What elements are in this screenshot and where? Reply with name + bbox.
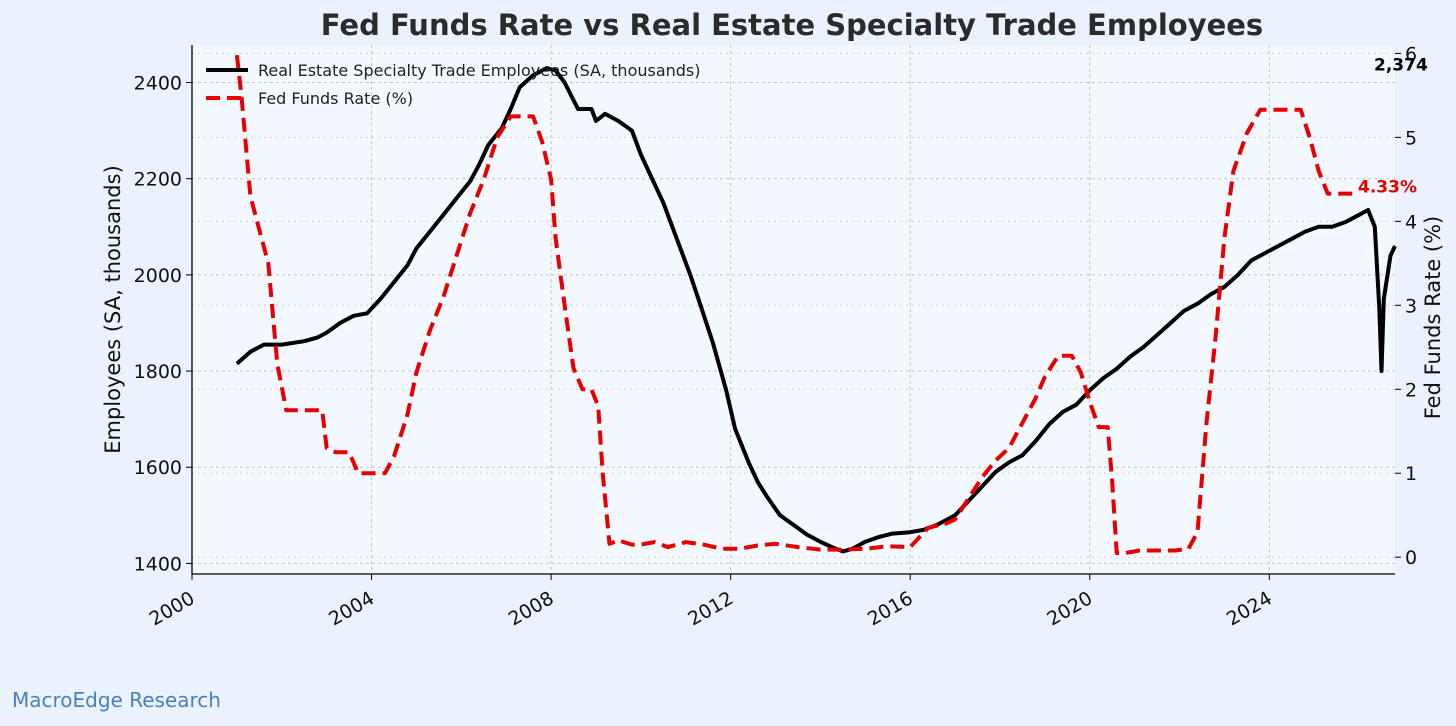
y-left-tick-label: 1600	[134, 457, 182, 479]
x-tick-label: 2016	[864, 587, 917, 630]
grid	[191, 45, 1395, 574]
x-tick-label: 2012	[684, 587, 737, 630]
axes	[186, 45, 1401, 580]
x-tick-label: 2004	[325, 587, 378, 630]
y-left-tick-label: 2200	[134, 169, 182, 191]
x-tick-label: 2024	[1223, 587, 1276, 630]
fed-funds-end-label: 4.33%	[1358, 178, 1417, 198]
y-left-tick-label: 2000	[134, 265, 182, 287]
y-left-tick-label: 1400	[134, 553, 182, 575]
y-right-tick-label: 1	[1405, 463, 1417, 485]
legend: Real Estate Specialty Trade Employees (S…	[206, 61, 701, 108]
plot-area	[192, 45, 1395, 574]
y-right-tick-label: 5	[1405, 127, 1417, 149]
employees-end-label: 2,374	[1374, 55, 1428, 75]
end-labels: 2,374 4.33%	[1358, 55, 1428, 197]
y-left-tick-label: 2400	[134, 73, 182, 95]
y-left-tick-label: 1800	[134, 361, 182, 383]
x-tick-label: 2020	[1043, 587, 1096, 630]
y-axis-right-label: Fed Funds Rate (%)	[1421, 216, 1445, 420]
y-right-tick-label: 3	[1405, 295, 1417, 317]
y-right-tick-label: 0	[1405, 547, 1417, 569]
employees-line	[235, 66, 1397, 554]
x-tick-label: 2000	[146, 587, 199, 630]
legend-label: Real Estate Specialty Trade Employees (S…	[258, 61, 701, 80]
chart-title: Fed Funds Rate vs Real Estate Specialty …	[321, 8, 1263, 42]
y-right-tick-label: 2	[1405, 379, 1417, 401]
series-layer	[234, 54, 1397, 555]
watermark: MacroEdge Research	[12, 688, 221, 712]
y-right-tick-label: 4	[1405, 211, 1417, 233]
y-right-tick-label: 6	[1405, 43, 1417, 65]
fed-funds-rate-line	[234, 54, 1355, 555]
legend-label: Fed Funds Rate (%)	[258, 89, 413, 108]
y-axis-left-label: Employees (SA, thousands)	[101, 165, 125, 454]
x-tick-label: 2008	[505, 587, 558, 630]
